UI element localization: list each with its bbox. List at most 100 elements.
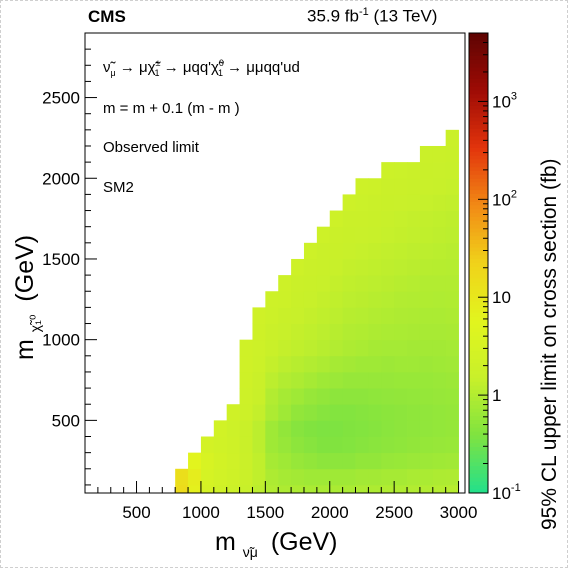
heatmap-cell	[278, 275, 292, 292]
heatmap-cell	[265, 468, 279, 486]
colorbar-segment	[469, 247, 488, 252]
z-tick-label: 103	[492, 90, 517, 111]
heatmap-cell	[368, 307, 382, 324]
y-tick-label: 2500	[42, 89, 80, 108]
colorbar-segment	[469, 56, 488, 61]
colorbar-segment	[469, 470, 488, 475]
colorbar-segment	[469, 67, 488, 72]
heatmap-cell	[381, 226, 395, 244]
heatmap-cell	[355, 468, 369, 486]
heatmap-cell	[445, 275, 459, 292]
colorbar-segment	[469, 251, 488, 256]
colorbar-segment	[469, 255, 488, 260]
colorbar-segment	[469, 439, 488, 444]
colorbar-segment	[469, 90, 488, 95]
heatmap-cell	[432, 371, 447, 389]
colorbar-segment	[469, 320, 488, 325]
colorbar-segment	[469, 59, 488, 65]
heatmap-cell	[278, 291, 292, 308]
heatmap-cell	[394, 275, 408, 292]
heatmap-cell	[368, 226, 382, 244]
heatmap-cell	[329, 242, 344, 260]
heatmap-cell	[316, 226, 331, 244]
heatmap-cell	[329, 484, 344, 494]
y-tick-label: 1000	[42, 331, 80, 350]
colorbar-segment	[469, 343, 488, 348]
colorbar-segment	[469, 397, 488, 402]
heatmap-cell	[252, 307, 266, 324]
colorbar-segment	[469, 324, 488, 329]
colorbar-segment	[469, 236, 488, 241]
heatmap-cell	[342, 339, 356, 357]
heatmap-cell	[407, 355, 421, 373]
heatmap-cell	[226, 452, 240, 470]
heatmap-cell	[265, 307, 279, 324]
heatmap-cell	[239, 371, 253, 389]
heatmap-cell	[226, 436, 240, 454]
heatmap-cell	[342, 420, 356, 437]
heatmap-cell	[329, 323, 344, 341]
colorbar-segment	[469, 420, 488, 425]
colorbar-segment	[469, 424, 488, 429]
heatmap-cell	[342, 371, 356, 389]
colorbar-segment	[469, 282, 488, 287]
heatmap-cell	[445, 339, 459, 357]
heatmap-cell	[291, 468, 305, 486]
colorbar-segment	[469, 75, 488, 80]
heatmap-cell	[368, 452, 382, 470]
heatmap-cell	[291, 291, 305, 308]
colorbar-segment	[469, 385, 488, 390]
colorbar-segment	[469, 125, 488, 130]
colorbar-segment	[469, 159, 488, 164]
heatmap-cell	[252, 323, 266, 341]
heatmap-cell	[381, 210, 395, 228]
heatmap-cell	[278, 404, 292, 421]
heatmap-cell	[342, 210, 356, 228]
heatmap-cell	[368, 291, 382, 308]
heatmap-cell	[278, 452, 292, 470]
heatmap-cell	[419, 145, 434, 163]
heatmap-cell	[381, 339, 395, 357]
z-tick-label: 10-1	[492, 482, 521, 503]
colorbar	[468, 32, 489, 494]
heatmap-cell	[407, 468, 421, 486]
heatmap-cell	[368, 420, 382, 437]
heatmap-cell	[342, 452, 356, 470]
colorbar-segment	[469, 305, 488, 310]
heatmap-cell	[419, 323, 434, 341]
heatmap-cell	[265, 420, 279, 437]
heatmap-cell	[368, 436, 382, 454]
colorbar-segment	[469, 485, 488, 490]
heatmap-cell	[200, 468, 215, 486]
heatmap-cell	[213, 420, 228, 437]
heatmap-cell	[303, 404, 318, 421]
heatmap-cell	[278, 388, 292, 405]
colorbar-segment	[469, 332, 488, 337]
heatmap-cell	[252, 468, 266, 486]
heatmap-cell	[432, 355, 447, 373]
heatmap-cell	[394, 307, 408, 324]
heatmap-cell	[291, 275, 305, 292]
colorbar-segment	[469, 224, 488, 229]
heatmap-cell	[291, 484, 305, 494]
heatmap-cell	[303, 468, 318, 486]
colorbar-segment	[469, 462, 488, 467]
x-tick-label: 1500	[246, 503, 284, 522]
colorbar-segment	[469, 297, 488, 302]
heatmap-cell	[278, 355, 292, 373]
heatmap-cell	[407, 162, 421, 179]
colorbar-segment	[469, 132, 488, 137]
colorbar-segment	[469, 228, 488, 233]
colorbar-segment	[469, 473, 488, 479]
heatmap-cell	[239, 355, 253, 373]
heatmap-cell	[316, 371, 331, 389]
heatmap-cell	[394, 194, 408, 211]
heatmap-cell	[200, 436, 215, 454]
heatmap-cell	[445, 210, 459, 228]
colorbar-segment	[469, 358, 488, 364]
heatmap-cell	[278, 484, 292, 494]
colorbar-segment	[469, 113, 488, 118]
colorbar-segment	[469, 381, 488, 387]
heatmap-cell	[329, 452, 344, 470]
heatmap-cell	[394, 404, 408, 421]
